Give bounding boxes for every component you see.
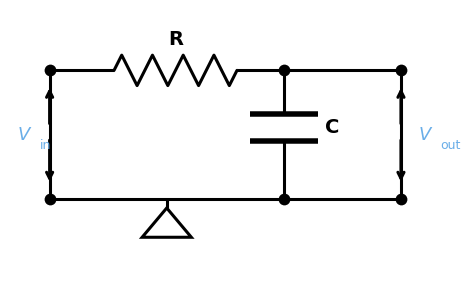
Point [397, 68, 405, 73]
Point [46, 68, 54, 73]
Text: in: in [40, 139, 51, 152]
Text: $V$: $V$ [418, 126, 433, 144]
Point [280, 68, 288, 73]
Text: out: out [440, 139, 461, 152]
Text: $V$: $V$ [18, 126, 33, 144]
Text: R: R [168, 30, 183, 50]
Point [46, 197, 54, 202]
Point [280, 197, 288, 202]
Text: C: C [325, 118, 339, 137]
Point [397, 197, 405, 202]
